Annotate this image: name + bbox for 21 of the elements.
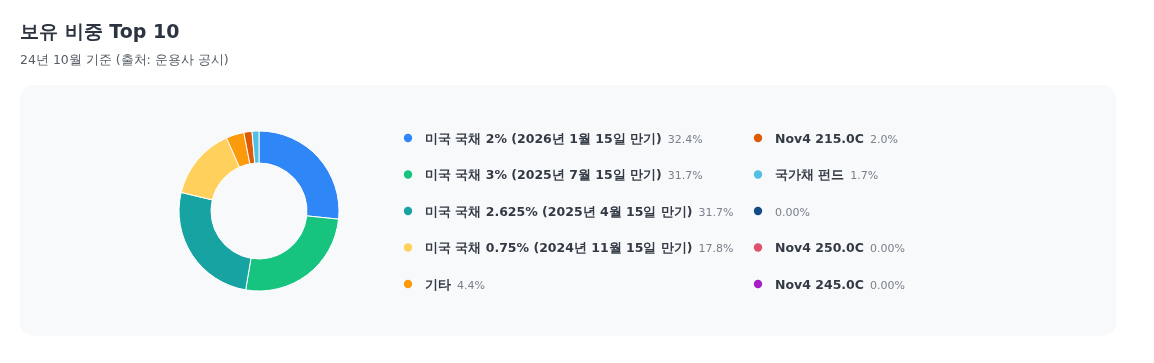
title: 보유 비중 Top 10 [20,20,180,42]
legend-label: 기타 [425,276,451,292]
data-label: 31.7% [698,205,734,219]
text: 0.00% [869,278,905,292]
text: 0.00% [775,205,810,219]
data-label: 2.0% [869,132,898,146]
legend-label: Nov4 215.0C [775,130,864,146]
legend-label: 미국 국채 3% (2025년 7월 15일 만기) [425,167,662,182]
data-label: 1.7% [850,169,879,182]
legend-label: 미국 국채 2% (2026년 1월 15일 만기) [425,130,662,146]
legend-label: Nov4 250.0C [775,240,864,255]
legend-label: 미국 국채 2.625% (2025년 4월 15일 만기) [425,203,693,219]
legend-label: 미국 국채 0.75% (2024년 11월 15일 만기) [425,240,693,255]
data-label: 4.4% [457,278,485,292]
text: 0.00% [869,242,905,255]
subtitle: 24년 10월 기준 (출처: 운용사 공시) [20,52,229,67]
legend-label: Nov4 245.0C [775,276,864,292]
legend-label: 국가채 펀드 [775,167,845,182]
data-label: 31.7% [667,169,703,182]
data-label: 32.4% [667,132,703,146]
data-label: 17.8% [698,242,734,255]
